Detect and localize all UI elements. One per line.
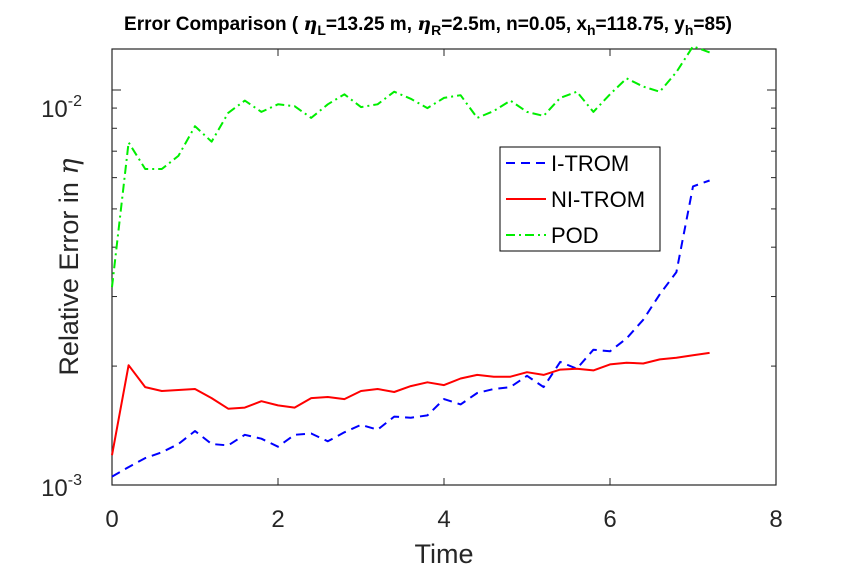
- legend-label-pod: POD: [551, 223, 599, 248]
- x-tick-label-2: 2: [271, 506, 284, 533]
- y-axis-label: Relative Error in η: [54, 158, 85, 375]
- legend: I-TROM NI-TROM POD: [499, 146, 661, 252]
- y-tick-label-1e-3: 10-3: [41, 472, 82, 502]
- x-tick-label-6: 6: [603, 506, 616, 533]
- x-tick-label-0: 0: [105, 506, 118, 533]
- x-tick-labels: 0 2 4 6 8: [105, 506, 782, 533]
- series-line-pod: [111, 45, 710, 288]
- y-tick-label-1e-2: 10-2: [41, 93, 82, 123]
- x-axis-label: Time: [415, 539, 474, 569]
- x-tick-label-8: 8: [769, 506, 782, 533]
- plot-area: [111, 48, 777, 486]
- legend-label-ni-trom: NI-TROM: [551, 187, 645, 212]
- x-tick-label-4: 4: [437, 506, 450, 533]
- axis-ticks: [111, 49, 777, 486]
- series-line-ni-trom: [111, 351, 710, 456]
- chart-title: Error Comparison ( ηL=13.25 m, ηR=2.5m, …: [124, 13, 732, 38]
- series-lines: [111, 45, 710, 478]
- legend-label-i-trom: I-TROM: [551, 151, 629, 176]
- series-line-i-trom: [111, 179, 710, 478]
